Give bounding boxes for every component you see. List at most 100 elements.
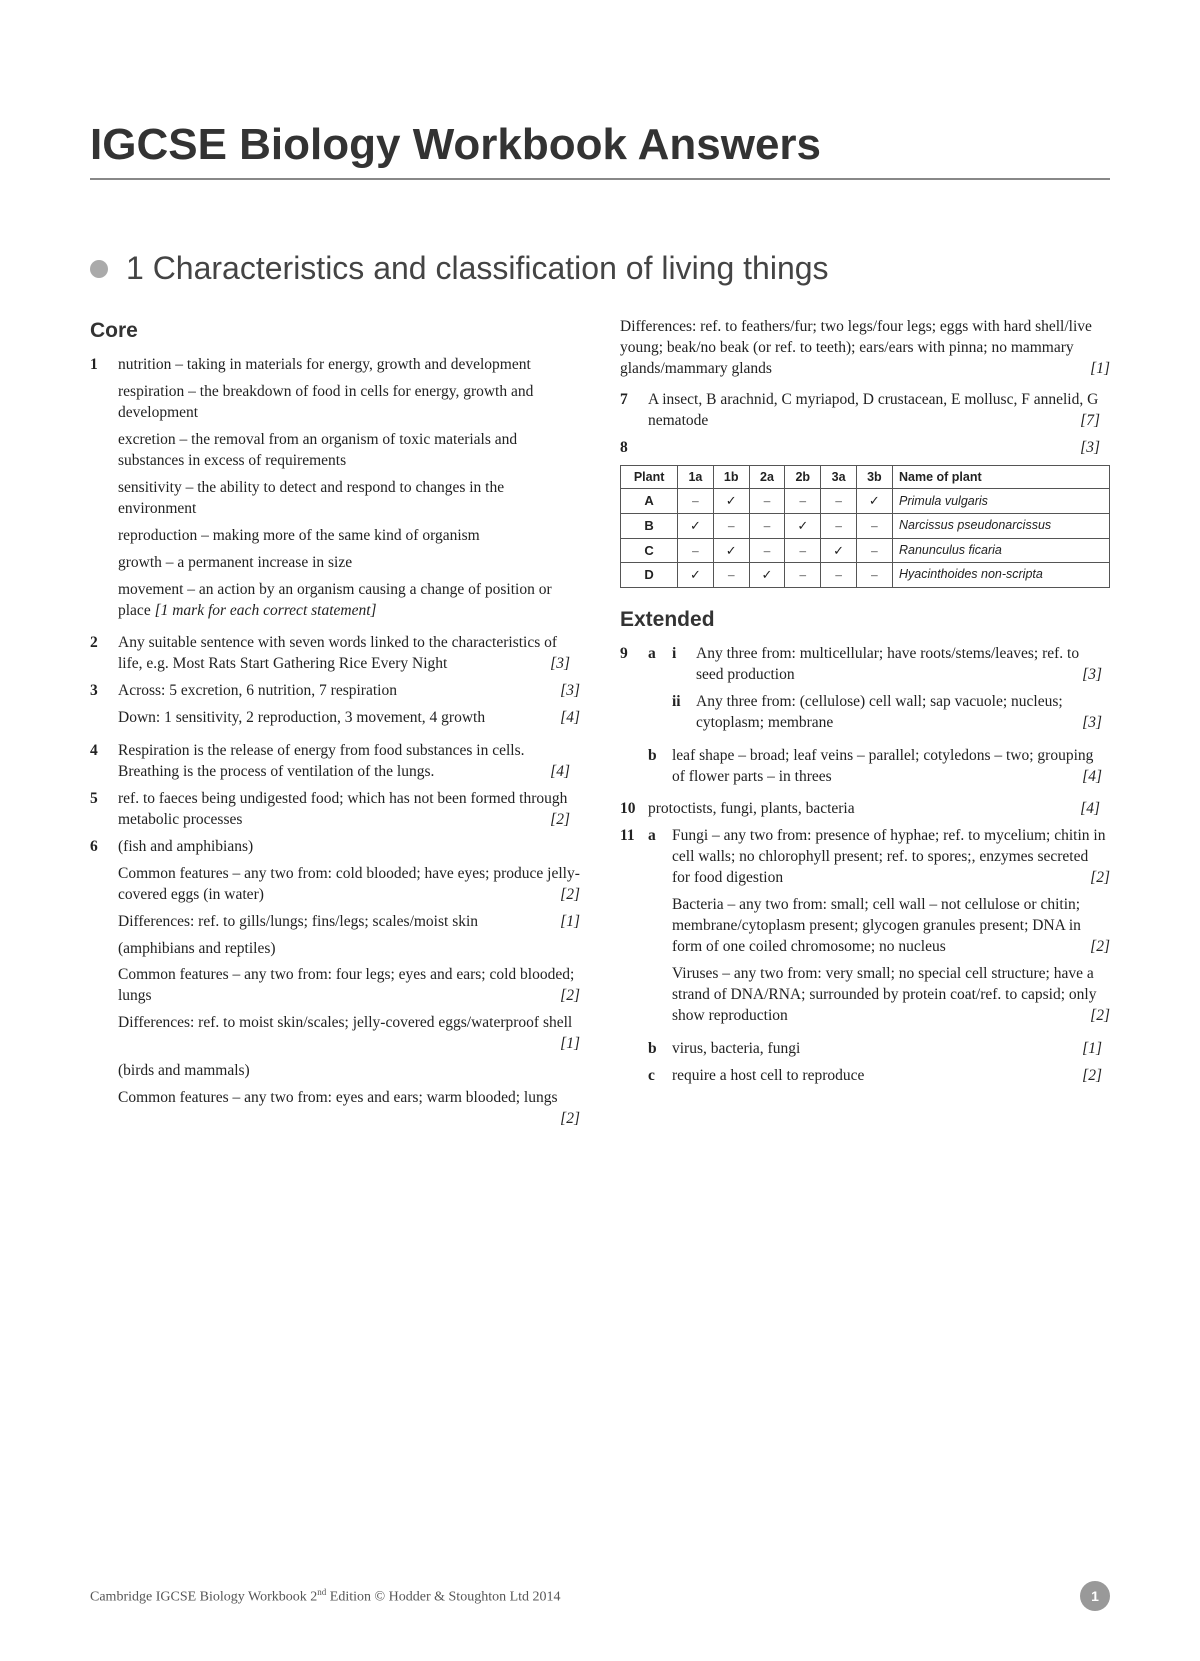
q1-body: nutrition – taking in materials for ener… (118, 355, 580, 627)
th-plant: Plant (621, 465, 678, 489)
q3-p1-text: Across: 5 excretion, 6 nutrition, 7 resp… (118, 682, 397, 699)
table-cell: – (678, 489, 713, 514)
q6-body: (fish and amphibians) Common features – … (118, 837, 580, 1136)
q1-p2: respiration – the breakdown of food in c… (118, 382, 580, 424)
q9-a-ii: ii Any three from: (cellulose) cell wall… (672, 692, 1110, 734)
q4-text: Respiration is the release of energy fro… (118, 742, 524, 780)
q10-mark: [4] (1080, 799, 1100, 820)
q4-num: 4 (90, 741, 108, 783)
th-2a: 2a (749, 465, 784, 489)
footer-text-sup: nd (317, 1587, 326, 1597)
q3-body: Across: 5 excretion, 6 nutrition, 7 resp… (118, 681, 580, 735)
q2-mark: [3] (550, 654, 570, 675)
q6-p2-text: Common features – any two from: cold blo… (118, 865, 580, 903)
q11-b-label: b (648, 1039, 664, 1060)
q8-num: 8 (620, 438, 638, 459)
q6-m6: [1] (560, 1034, 580, 1055)
table-cell: – (821, 563, 856, 588)
table-cell: A (621, 489, 678, 514)
q6-m8: [2] (560, 1109, 580, 1130)
q4-body: Respiration is the release of energy fro… (118, 741, 570, 783)
q1-p1: nutrition – taking in materials for ener… (118, 355, 580, 376)
main-title: IGCSE Biology Workbook Answers (90, 120, 1110, 170)
q6-cont-mark: [1] (1090, 359, 1110, 380)
table-cell: – (856, 538, 892, 563)
q2-text: Any suitable sentence with seven words l… (118, 634, 557, 672)
table-cell: – (856, 563, 892, 588)
q6-p5-text: Common features – any two from: four leg… (118, 966, 574, 1004)
chapter-heading: 1 Characteristics and classification of … (90, 250, 1110, 287)
q11-a2-mark: [2] (1090, 937, 1110, 958)
th-2b: 2b (785, 465, 821, 489)
q1-p7: movement – an action by an organism caus… (118, 580, 580, 622)
table-row: C–✓––✓–Ranunculus ficaria (621, 538, 1110, 563)
q6-p3-text: Differences: ref. to gills/lungs; fins/l… (118, 913, 478, 930)
q1-p4: sensitivity – the ability to detect and … (118, 478, 580, 520)
q11-a2: Bacteria – any two from: small; cell wal… (672, 895, 1110, 958)
q7: 7 A insect, B arachnid, C myriapod, D cr… (620, 390, 1110, 432)
q9-b: b leaf shape – broad; leaf veins – paral… (648, 746, 1110, 788)
q8: 8 [3] (620, 438, 1110, 459)
q9-a-i: i Any three from: multicellular; have ro… (672, 644, 1110, 686)
q10: 10 protoctists, fungi, plants, bacteria [… (620, 799, 1110, 820)
q10-num: 10 (620, 799, 638, 820)
bullet-icon (90, 260, 108, 278)
q6-num: 6 (90, 837, 108, 1136)
q6-p5: Common features – any two from: four leg… (118, 965, 580, 1007)
q11-b: b virus, bacteria, fungi[1] (648, 1039, 1110, 1060)
plant-table-head: Plant 1a 1b 2a 2b 3a 3b Name of plant (621, 465, 1110, 489)
q9-num: 9 (620, 644, 638, 794)
q11-a1-mark: [2] (1090, 868, 1110, 889)
q1-num: 1 (90, 355, 108, 627)
table-cell: – (678, 538, 713, 563)
q3: 3 Across: 5 excretion, 6 nutrition, 7 re… (90, 681, 580, 735)
q10-text: protoctists, fungi, plants, bacteria (648, 800, 855, 817)
q3-m2: [4] (560, 708, 580, 729)
table-cell: – (856, 513, 892, 538)
q9-a-ii-label: ii (672, 692, 688, 734)
table-cell: – (821, 513, 856, 538)
q7-num: 7 (620, 390, 638, 432)
q9-a: a i Any three from: multicellular; have … (648, 644, 1110, 740)
q3-p2-text: Down: 1 sensitivity, 2 reproduction, 3 m… (118, 709, 485, 726)
extended-heading: Extended (620, 606, 1110, 634)
table-cell: B (621, 513, 678, 538)
q6-p6-text: Differences: ref. to moist skin/scales; … (118, 1014, 572, 1031)
table-cell: – (785, 563, 821, 588)
q9-a-label: a (648, 644, 664, 740)
q3-p1: Across: 5 excretion, 6 nutrition, 7 resp… (118, 681, 580, 702)
q6: 6 (fish and amphibians) Common features … (90, 837, 580, 1136)
table-cell: ✓ (713, 489, 749, 514)
table-cell: ✓ (785, 513, 821, 538)
th-3b: 3b (856, 465, 892, 489)
q11-c-mark: [2] (1082, 1066, 1102, 1087)
table-cell: D (621, 563, 678, 588)
q7-text: A insect, B arachnid, C myriapod, D crus… (648, 391, 1098, 429)
q9-a-i-body: Any three from: multicellular; have root… (696, 644, 1102, 686)
q9-body: a i Any three from: multicellular; have … (648, 644, 1110, 794)
q6-m3: [1] (560, 912, 580, 933)
left-column: Core 1 nutrition – taking in materials f… (90, 317, 580, 1142)
plant-table-header-row: Plant 1a 1b 2a 2b 3a 3b Name of plant (621, 465, 1110, 489)
q10-body: protoctists, fungi, plants, bacteria [4] (648, 799, 1100, 820)
q11-b-body: virus, bacteria, fungi[1] (672, 1039, 1102, 1060)
core-heading: Core (90, 317, 580, 345)
q3-m1: [3] (560, 681, 580, 702)
q11-a-body: Fungi – any two from: presence of hyphae… (672, 826, 1110, 1032)
th-1b: 1b (713, 465, 749, 489)
page: IGCSE Biology Workbook Answers 1 Charact… (0, 0, 1200, 1661)
q5-text: ref. to faeces being undigested food; wh… (118, 790, 567, 828)
q5-mark: [2] (550, 810, 570, 831)
q4-mark: [4] (550, 762, 570, 783)
q7-mark: [7] (1080, 411, 1100, 432)
th-3a: 3a (821, 465, 856, 489)
footer: Cambridge IGCSE Biology Workbook 2nd Edi… (90, 1581, 1110, 1611)
q11-a2-text: Bacteria – any two from: small; cell wal… (672, 896, 1081, 955)
q3-num: 3 (90, 681, 108, 735)
table-cell: Primula vulgaris (893, 489, 1110, 514)
table-cell: – (713, 513, 749, 538)
th-1a: 1a (678, 465, 713, 489)
q2-num: 2 (90, 633, 108, 675)
q2: 2 Any suitable sentence with seven words… (90, 633, 580, 675)
q6-cont-text: Differences: ref. to feathers/fur; two l… (620, 318, 1092, 377)
